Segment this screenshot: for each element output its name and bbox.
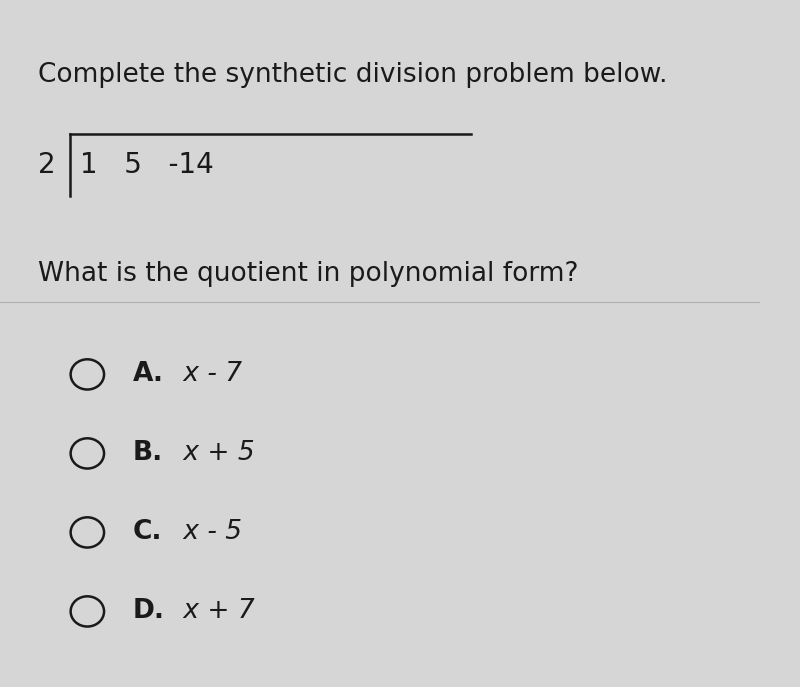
Text: 2: 2 [38, 151, 56, 179]
Text: D.: D. [133, 598, 165, 624]
Text: 1   5   -14: 1 5 -14 [80, 151, 214, 179]
Text: x + 7: x + 7 [174, 598, 254, 624]
Text: What is the quotient in polynomial form?: What is the quotient in polynomial form? [38, 261, 578, 287]
Text: B.: B. [133, 440, 163, 466]
Text: x - 7: x - 7 [174, 361, 242, 387]
Text: A.: A. [133, 361, 164, 387]
Text: Complete the synthetic division problem below.: Complete the synthetic division problem … [38, 62, 667, 88]
Text: C.: C. [133, 519, 162, 545]
Text: x + 5: x + 5 [174, 440, 254, 466]
Text: x - 5: x - 5 [174, 519, 242, 545]
